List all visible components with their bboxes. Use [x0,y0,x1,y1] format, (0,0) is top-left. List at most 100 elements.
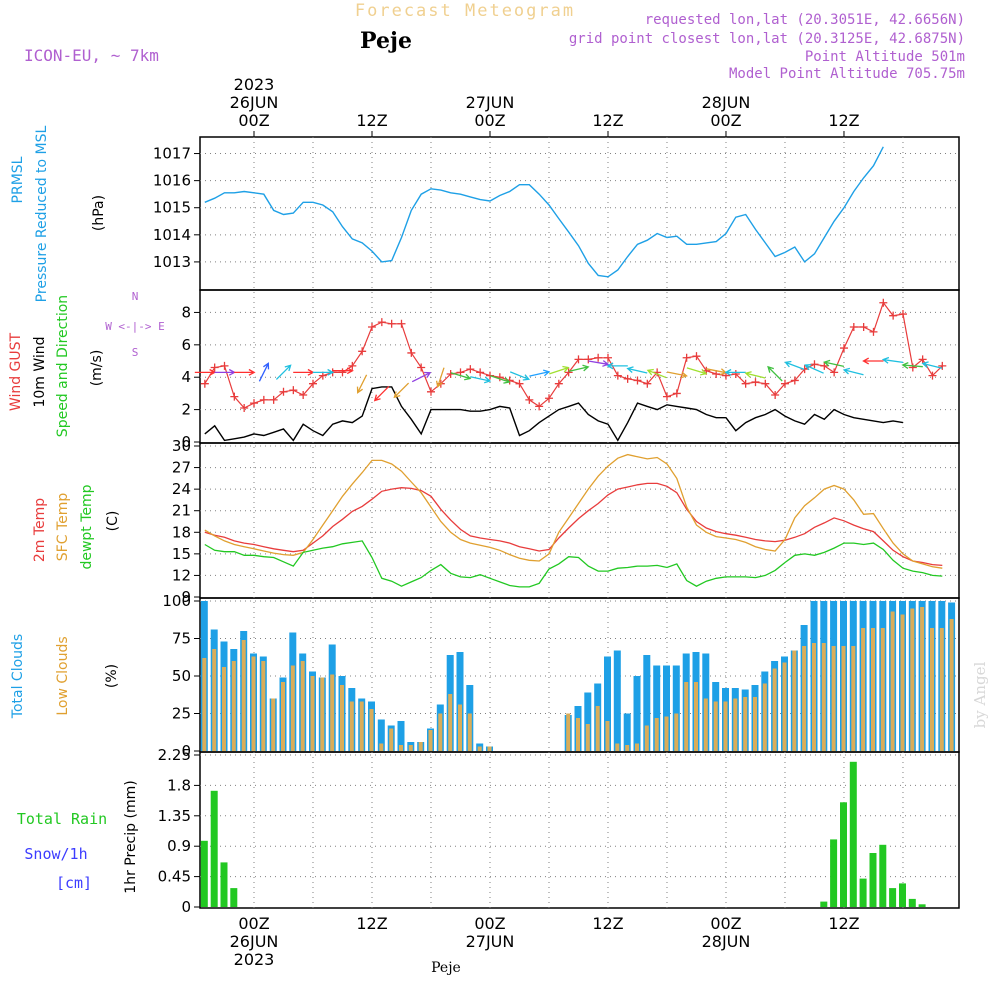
y-tick-label: 2.25 [158,746,191,764]
wind-gust-marker [240,403,249,412]
pressure-label: PRMSL [10,156,26,203]
low-clouds-bar [615,743,620,751]
wind-direction-arrow [606,362,628,370]
low-clouds-bar [910,608,915,751]
low-clouds-bar [694,682,698,751]
wind-gust-marker [692,352,701,361]
y-tick-label: 100 [162,592,191,610]
wind-direction-arrow [258,362,270,382]
time-label-bottom: 00Z [710,914,741,933]
wind-gust-marker [564,368,573,377]
wind-gust-marker [662,392,671,401]
temp-unit: (C) [105,511,121,532]
rain-bar [889,888,897,907]
low-clouds-bar [389,728,394,751]
y-tick-label: 1017 [153,145,191,163]
total-clouds-bar [456,652,464,751]
station-name: Peje [360,28,412,54]
low-clouds-bar [949,619,954,751]
wind-gust-marker [908,363,917,372]
wind-gust-marker [731,369,740,378]
y-tick-label: 27 [172,459,191,477]
wind-gust-marker [259,395,268,404]
y-tick-label: 25 [172,705,191,723]
wind-gust-marker [544,394,553,403]
snow-unit-label: [cm] [56,874,92,892]
wind-gust-marker [898,310,907,319]
meteogram-title: Forecast Meteogram [355,1,575,21]
wind-gust-marker [771,391,780,400]
rain-bar [830,839,838,907]
chart-marks [194,146,956,907]
model-point-altitude: Model Point Altitude 705.75m [729,66,965,82]
low-clouds-bar [281,682,285,751]
rain-bar [908,898,916,907]
footer-station: Peje [431,960,461,976]
low-clouds-bar [418,742,423,751]
total-clouds-bar [653,665,661,751]
credit-watermark: by Angel [971,661,989,728]
wind-gust-marker [613,371,622,380]
wind-direction-arrow [356,374,368,394]
y-tick-label: 50 [172,667,191,685]
low-clouds-bar [202,658,207,751]
wind-gust-marker [554,379,563,388]
wind-gust-marker [751,378,760,387]
wind-gust-marker [308,379,317,388]
wind-direction-arrow [881,356,904,364]
low-clouds-bar [340,685,344,751]
wind-direction-arrow [804,363,824,374]
wind-direction-arrow [435,367,445,388]
wind-direction-arrow [666,371,688,379]
wind-direction-arrow [921,361,943,369]
wind-gust-marker [338,368,347,377]
wind-gust-label: Wind GUST [8,332,24,411]
rain-bar [200,840,208,907]
rain-bar [210,790,218,907]
low-clouds-bar [576,718,580,751]
low-clouds-bar [477,746,482,751]
total-rain-label: Total Rain [17,810,107,828]
low-clouds-bar [782,662,787,751]
time-label-top: 2023 [234,75,275,94]
low-clouds-bar [212,649,217,751]
dewpoint-line [204,540,943,588]
pressure-unit: (hPa) [91,195,107,231]
wind-gust-marker [407,348,416,357]
wind-direction-arrow [823,359,845,368]
pressure-label: Pressure Reduced to MSL [34,125,50,302]
wind-gust-marker [682,353,691,362]
low-clouds-bar [831,646,836,751]
low-clouds-bar [802,646,807,751]
wind-direction-arrow [686,367,708,376]
time-label-bottom: 12Z [356,914,387,933]
y-tick-label: 4 [181,368,191,386]
wind-direction-arrow [393,382,410,399]
rain-bar [879,844,887,907]
grid-point-location: grid point closest lon,lat (20.3125E, 42… [569,31,965,47]
y-tick-label: 1.8 [167,776,191,794]
low-clouds-bar [595,706,600,751]
wind-gust-marker [485,371,494,380]
low-clouds-bar [851,646,856,751]
wind-gust-marker [289,386,298,395]
model-name: ICON-EU, ~ 7km [24,46,159,65]
compass-north: N [132,290,139,303]
wind-gust-marker [643,379,652,388]
y-tick-label: 18 [172,523,191,541]
low-clouds-bar [930,628,934,751]
time-label-top: 12Z [356,111,387,130]
wind-gust-marker [741,379,750,388]
wind-gust-marker [839,344,848,353]
time-label-top: 12Z [592,111,623,130]
time-label-bottom: 27JUN [466,932,515,951]
low-clouds-bar [359,701,364,751]
low-clouds-bar [900,614,905,751]
low-clouds-bar [939,628,944,751]
total-clouds-bar [613,650,621,751]
wind-direction-arrow [470,376,492,384]
wind-direction-arrow [549,365,570,375]
wind-gust-marker [299,391,308,400]
